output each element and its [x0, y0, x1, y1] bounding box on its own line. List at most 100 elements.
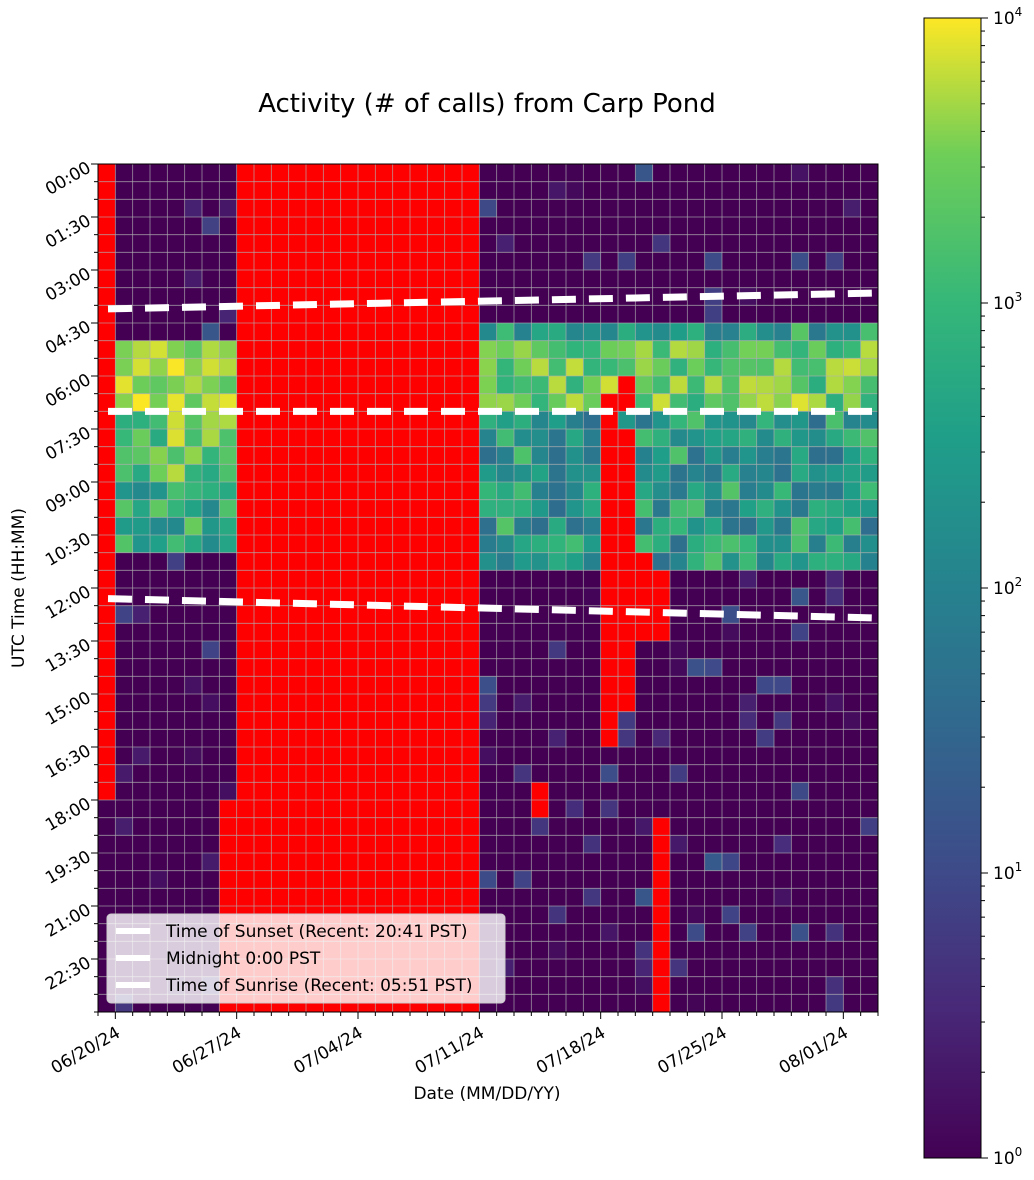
heatmap-cell	[271, 694, 289, 712]
heatmap-cell	[115, 870, 133, 889]
heatmap-cell	[687, 199, 705, 218]
heatmap-cell	[548, 870, 567, 889]
heatmap-cell	[150, 164, 168, 182]
heatmap-cell	[808, 376, 827, 394]
heatmap-cell	[410, 570, 428, 589]
heatmap-cell	[704, 181, 723, 200]
heatmap-cell	[254, 340, 272, 359]
heatmap-cell	[583, 181, 601, 200]
heatmap-cell	[687, 164, 705, 182]
heatmap-cell	[514, 976, 532, 995]
heatmap-cell	[236, 358, 255, 377]
heatmap-cell	[392, 641, 411, 659]
heatmap-cell	[462, 199, 480, 218]
heatmap-cell	[288, 199, 307, 218]
heatmap-cell	[150, 605, 168, 624]
heatmap-cell	[652, 358, 671, 377]
heatmap-cell	[462, 287, 480, 306]
heatmap-cell	[843, 535, 861, 553]
heatmap-cell	[791, 676, 809, 695]
heatmap-cell	[687, 517, 705, 536]
heatmap-cell	[722, 923, 740, 942]
heatmap-cell	[184, 464, 203, 483]
heatmap-cell	[687, 252, 705, 271]
heatmap-cell	[583, 234, 601, 253]
heatmap-cell	[635, 870, 653, 889]
heatmap-cell	[254, 817, 272, 836]
heatmap-cell	[722, 658, 740, 677]
heatmap-cell	[687, 340, 705, 359]
heatmap-cell	[618, 429, 636, 447]
heatmap-cell	[375, 623, 393, 642]
heatmap-cell	[358, 446, 376, 465]
heatmap-cell	[652, 764, 671, 783]
heatmap-cell	[358, 747, 376, 765]
heatmap-cell	[496, 570, 515, 589]
heatmap-cell	[202, 641, 220, 659]
heatmap-cell	[514, 358, 532, 377]
heatmap-cell	[358, 658, 376, 677]
heatmap-cell	[202, 853, 220, 871]
heatmap-cell	[132, 411, 151, 430]
heatmap-cell	[652, 446, 671, 465]
heatmap-cell	[670, 976, 688, 995]
heatmap-cell	[566, 482, 584, 500]
heatmap-cell	[670, 853, 688, 871]
heatmap-cell	[340, 499, 359, 518]
y-tick-label: 06:00	[42, 370, 94, 412]
heatmap-cell	[132, 570, 151, 589]
heatmap-cell	[739, 323, 757, 341]
heatmap-cell	[444, 747, 463, 765]
heatmap-cell	[496, 340, 515, 359]
heatmap-cell	[514, 270, 532, 288]
heatmap-cell	[254, 429, 272, 447]
heatmap-cell	[98, 570, 116, 589]
heatmap-cell	[670, 164, 688, 182]
heatmap-cell	[202, 305, 220, 324]
heatmap-cell	[722, 535, 740, 553]
heatmap-cell	[184, 517, 203, 536]
heatmap-cell	[271, 570, 289, 589]
heatmap-cell	[826, 906, 844, 924]
heatmap-cell	[444, 340, 463, 359]
heatmap-cell	[132, 164, 151, 182]
heatmap-cell	[704, 994, 723, 1013]
heatmap-cell	[410, 747, 428, 765]
heatmap-cell	[687, 305, 705, 324]
heatmap-cell	[427, 270, 445, 288]
heatmap-cell	[791, 764, 809, 783]
heatmap-cell	[704, 323, 723, 341]
heatmap-cell	[583, 340, 601, 359]
heatmap-cell	[462, 376, 480, 394]
heatmap-cell	[756, 252, 775, 271]
heatmap-cell	[618, 164, 636, 182]
heatmap-cell	[774, 817, 792, 836]
heatmap-cell	[704, 305, 723, 324]
heatmap-cell	[826, 517, 844, 536]
heatmap-cell	[236, 570, 255, 589]
heatmap-cell	[756, 870, 775, 889]
heatmap-cell	[670, 411, 688, 430]
heatmap-cell	[184, 164, 203, 182]
heatmap-cell	[444, 429, 463, 447]
heatmap-cell	[808, 959, 827, 977]
heatmap-cell	[600, 994, 619, 1013]
heatmap-cell	[635, 835, 653, 854]
heatmap-cell	[566, 411, 584, 430]
heatmap-cell	[236, 552, 255, 571]
heatmap-cell	[774, 570, 792, 589]
heatmap-cell	[167, 305, 185, 324]
heatmap-cell	[496, 464, 515, 483]
heatmap-cell	[514, 658, 532, 677]
heatmap-cell	[566, 376, 584, 394]
heatmap-cell	[860, 623, 879, 642]
heatmap-cell	[860, 181, 879, 200]
heatmap-cell	[358, 782, 376, 801]
heatmap-cell	[670, 358, 688, 377]
heatmap-cell	[340, 199, 359, 218]
heatmap-cell	[791, 552, 809, 571]
heatmap-cell	[652, 376, 671, 394]
heatmap-cell	[739, 393, 757, 412]
heatmap-cell	[115, 817, 133, 836]
heatmap-cell	[323, 305, 341, 324]
